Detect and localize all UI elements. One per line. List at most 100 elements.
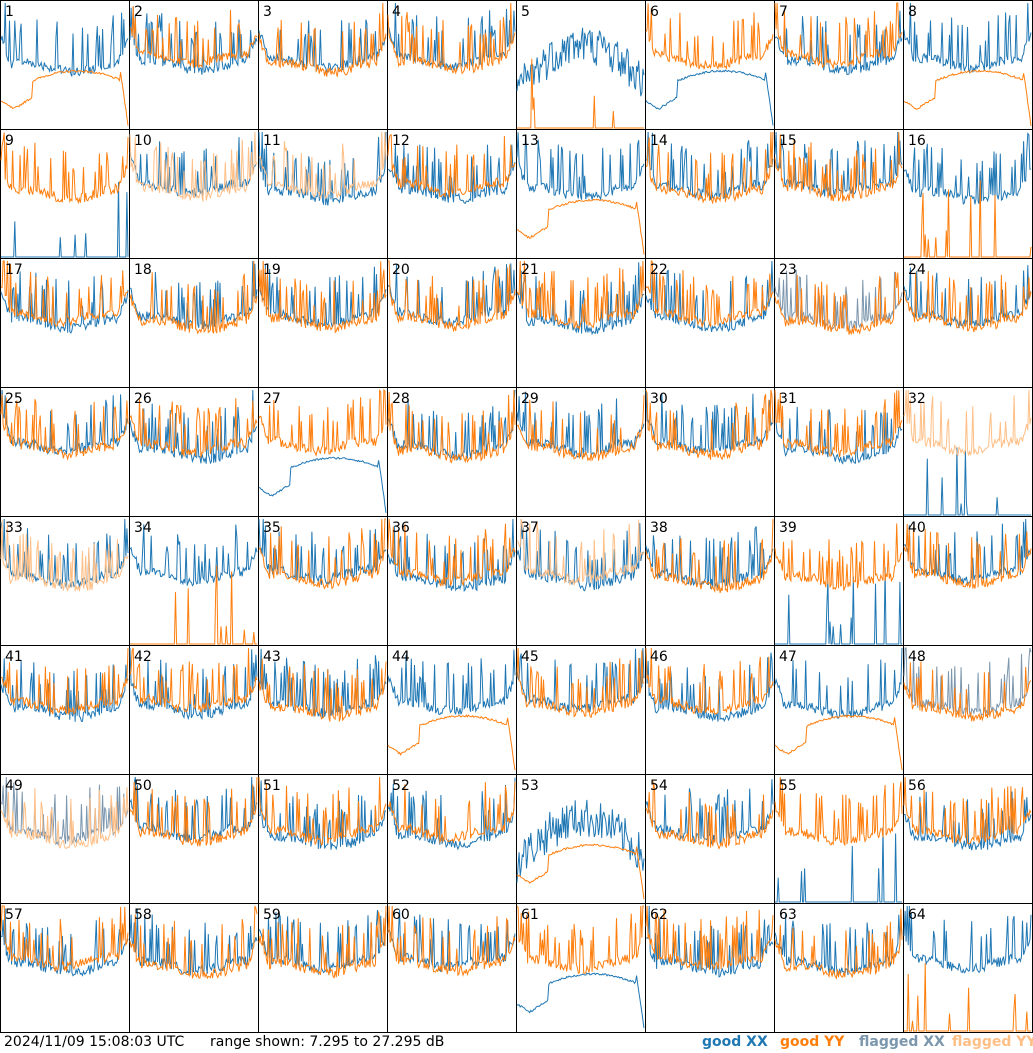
panel-frame — [387, 129, 517, 259]
series-xx — [775, 567, 902, 645]
panel-number: 15 — [779, 133, 797, 149]
series-xx — [775, 826, 902, 903]
panel-62: 62 — [645, 903, 775, 1033]
panel-number: 63 — [779, 907, 797, 923]
series-yy — [0, 394, 129, 461]
panel-51: 51 — [258, 774, 388, 904]
panel-number: 35 — [263, 520, 281, 536]
series-xx — [0, 2, 129, 77]
panel-number: 40 — [908, 520, 926, 536]
series-xx — [129, 647, 258, 721]
series-yy — [387, 714, 516, 771]
series-yy — [774, 776, 903, 846]
panel-number: 38 — [650, 520, 668, 536]
panel-38: 38 — [645, 516, 775, 646]
series-xx — [0, 518, 129, 589]
series-yy — [0, 787, 129, 849]
panel-57: 57 — [0, 903, 130, 1033]
panel-number: 30 — [650, 391, 668, 407]
series-yy — [517, 198, 645, 255]
series-xx — [129, 6, 258, 75]
series-yy — [774, 271, 903, 336]
series-xx — [774, 389, 903, 465]
panel-27: 27 — [258, 387, 388, 517]
panel-number: 32 — [908, 391, 926, 407]
series-xx — [0, 908, 129, 977]
series-xx — [387, 777, 516, 851]
series-yy — [129, 397, 258, 458]
series-xx — [516, 132, 645, 202]
panel-4: 4 — [387, 0, 517, 130]
series-xx — [645, 652, 774, 723]
series-yy — [0, 905, 129, 972]
panel-number: 62 — [650, 907, 668, 923]
panel-number: 11 — [263, 133, 281, 149]
series-xx — [258, 456, 387, 513]
panel-number: 48 — [908, 649, 926, 665]
series-yy — [904, 180, 1032, 258]
panel-5: 5 — [516, 0, 646, 130]
legend-good-xx: good XX — [702, 1034, 768, 1050]
panel-number: 6 — [650, 4, 659, 20]
series-xx — [645, 905, 774, 978]
panel-50: 50 — [129, 774, 259, 904]
series-yy — [516, 395, 645, 462]
series-yy — [903, 389, 1032, 457]
series-yy — [645, 647, 774, 715]
panel-64: 64 — [903, 903, 1033, 1033]
panel-30: 30 — [645, 387, 775, 517]
panel-number: 7 — [779, 4, 788, 20]
series-yy — [129, 647, 258, 713]
series-xx — [129, 908, 258, 976]
series-xx — [0, 658, 129, 722]
series-yy — [0, 519, 129, 592]
series-xx — [258, 131, 387, 206]
panel-32: 32 — [903, 387, 1033, 517]
series-yy — [387, 2, 516, 75]
series-xx — [645, 526, 774, 589]
panel-number: 43 — [263, 649, 281, 665]
panel-number: 26 — [134, 391, 152, 407]
panel-number: 1 — [5, 4, 14, 20]
panel-number: 52 — [392, 778, 410, 794]
series-yy — [516, 260, 645, 330]
legend-flagged-xx: flagged XX — [859, 1034, 945, 1050]
series-yy — [388, 260, 516, 333]
panel-1: 1 — [0, 0, 130, 130]
panel-42: 42 — [129, 645, 259, 775]
timestamp: 2024/11/09 15:08:03 UTC — [4, 1034, 185, 1050]
panel-52: 52 — [387, 774, 517, 904]
panel-25: 25 — [0, 387, 130, 517]
panel-37: 37 — [516, 516, 646, 646]
series-xx — [1, 182, 129, 258]
panel-frame — [903, 258, 1033, 388]
series-yy — [258, 260, 387, 334]
series-xx — [645, 779, 774, 846]
series-xx — [904, 447, 1031, 516]
series-yy — [1, 260, 129, 328]
series-yy — [516, 905, 644, 975]
panel-number: 2 — [134, 4, 143, 20]
series-xx — [387, 518, 516, 593]
panel-16: 16 — [903, 129, 1033, 259]
panel-number: 59 — [263, 907, 281, 923]
panel-number: 9 — [5, 133, 14, 149]
panel-11: 11 — [258, 129, 388, 259]
series-xx — [774, 647, 903, 719]
panel-15: 15 — [774, 129, 904, 259]
panel-10: 10 — [129, 129, 259, 259]
panel-41: 41 — [0, 645, 130, 775]
series-yy — [645, 905, 774, 971]
series-yy — [516, 843, 645, 900]
panel-number: 42 — [134, 649, 152, 665]
panel-number: 4 — [392, 4, 401, 20]
legend-flagged-yy: flagged YY — [952, 1034, 1033, 1050]
panel-40: 40 — [903, 516, 1033, 646]
panel-13: 13 — [516, 129, 646, 259]
panel-18: 18 — [129, 258, 259, 388]
series-xx — [387, 649, 516, 716]
series-yy — [387, 518, 516, 588]
panel-26: 26 — [129, 387, 259, 517]
series-xx — [0, 269, 129, 334]
panel-number: 56 — [908, 778, 926, 794]
